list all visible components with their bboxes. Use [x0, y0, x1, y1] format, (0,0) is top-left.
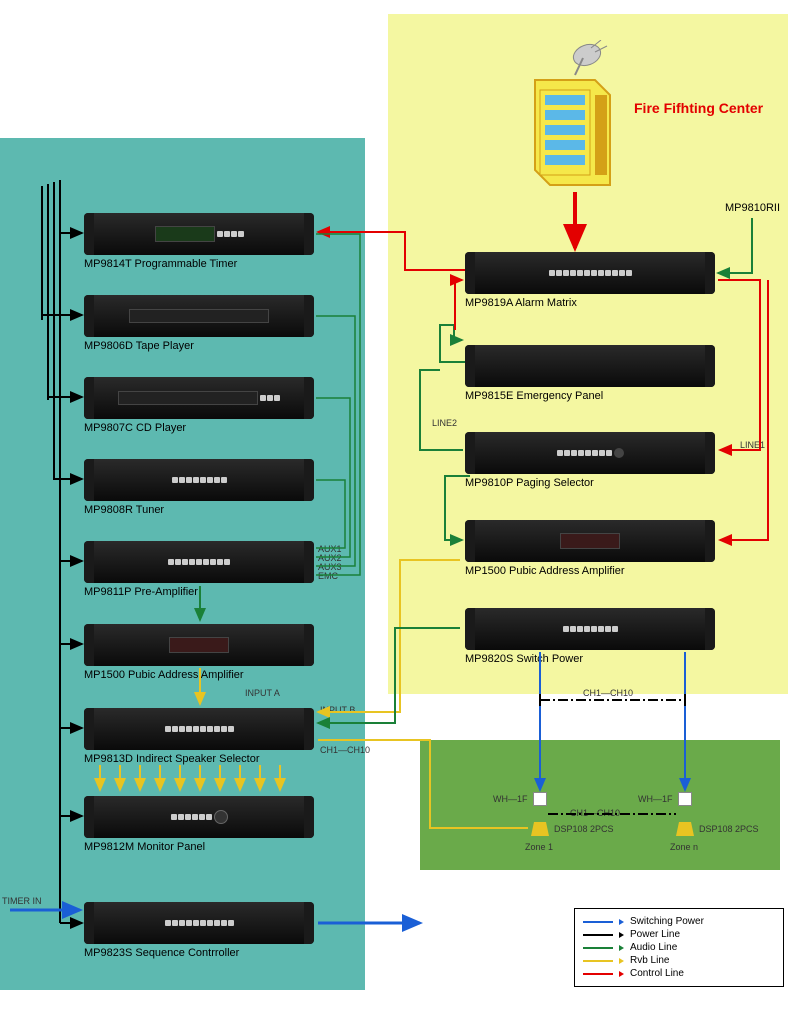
label-amp1: MP1500 Pubic Address Amplifier: [84, 669, 244, 681]
device-paging: [465, 432, 715, 474]
device-timer: [84, 213, 314, 255]
device-alarm: [465, 252, 715, 294]
label-emergency: MP9815E Emergency Panel: [465, 390, 603, 402]
label-tuner: MP9808R Tuner: [84, 504, 164, 516]
label-alarm: MP9819A Alarm Matrix: [465, 297, 577, 309]
ch1-10-a-label: CH1—CH10: [320, 745, 370, 755]
zone1-label: Zone 1: [525, 842, 553, 852]
legend-label: Power Line: [630, 929, 680, 940]
label-switch: MP9820S Switch Power: [465, 653, 583, 665]
line2-label: LINE2: [432, 418, 457, 428]
device-tuner: [84, 459, 314, 501]
green-region: [420, 740, 780, 870]
legend-row-switching: Switching Power: [583, 916, 775, 927]
device-amp1: [84, 624, 314, 666]
label-sequence: MP9823S Sequence Contrroller: [84, 947, 239, 959]
timer-in-label: TIMER IN: [2, 896, 42, 906]
device-tape: [84, 295, 314, 337]
speaker-icon-1: [531, 822, 547, 834]
legend-label: Audio Line: [630, 942, 677, 953]
diagram-canvas: Fire Fifhting Center MP9814T Programmabl…: [0, 0, 800, 1018]
legend: Switching Power Power Line Audio Line Rv…: [574, 908, 784, 987]
legend-row-rvb: Rvb Line: [583, 955, 775, 966]
legend-row-audio: Audio Line: [583, 942, 775, 953]
label-cd: MP9807C CD Player: [84, 422, 186, 434]
speaker-icon-2: [676, 822, 692, 834]
label-tape: MP9806D Tape Player: [84, 340, 194, 352]
legend-label: Rvb Line: [630, 955, 669, 966]
device-cd: [84, 377, 314, 419]
label-preamp: MP9811P Pre-Amplifier: [84, 586, 198, 598]
emc-label: EMC: [318, 571, 338, 581]
label-paging: MP9810P Paging Selector: [465, 477, 594, 489]
legend-label: Control Line: [630, 968, 684, 979]
device-emergency: [465, 345, 715, 387]
wh-1f-a-label: WH—1F: [493, 794, 528, 804]
dsp-a-label: DSP108 2PCS: [554, 824, 614, 834]
legend-row-power: Power Line: [583, 929, 775, 940]
device-switch: [465, 608, 715, 650]
ch1-10-c-label: CH1—CH10: [570, 808, 620, 818]
wh-box-1: [533, 792, 547, 806]
device-amp2: [465, 520, 715, 562]
title-label: Fire Fifhting Center: [634, 100, 763, 116]
device-preamp: [84, 541, 314, 583]
input-a-label: INPUT A: [245, 688, 280, 698]
label-timer: MP9814T Programmable Timer: [84, 258, 237, 270]
label-amp2: MP1500 Pubic Address Amplifier: [465, 565, 625, 577]
wh-box-2: [678, 792, 692, 806]
wh-1f-b-label: WH—1F: [638, 794, 673, 804]
device-sequence: [84, 902, 314, 944]
device-selector: [84, 708, 314, 750]
dsp-b-label: DSP108 2PCS: [699, 824, 759, 834]
building-icon: [525, 40, 625, 195]
legend-label: Switching Power: [630, 916, 704, 927]
ch1-10-b-label: CH1—CH10: [583, 688, 633, 698]
label-monitor: MP9812M Monitor Panel: [84, 841, 205, 853]
mp9810rii-label: MP9810RII: [725, 202, 780, 214]
line1-label: LINE1: [740, 440, 765, 450]
label-selector: MP9813D Indirect Speaker Selector: [84, 753, 259, 765]
legend-row-control: Control Line: [583, 968, 775, 979]
input-b-label: INPUT B: [320, 705, 355, 715]
zonen-label: Zone n: [670, 842, 698, 852]
device-monitor: [84, 796, 314, 838]
